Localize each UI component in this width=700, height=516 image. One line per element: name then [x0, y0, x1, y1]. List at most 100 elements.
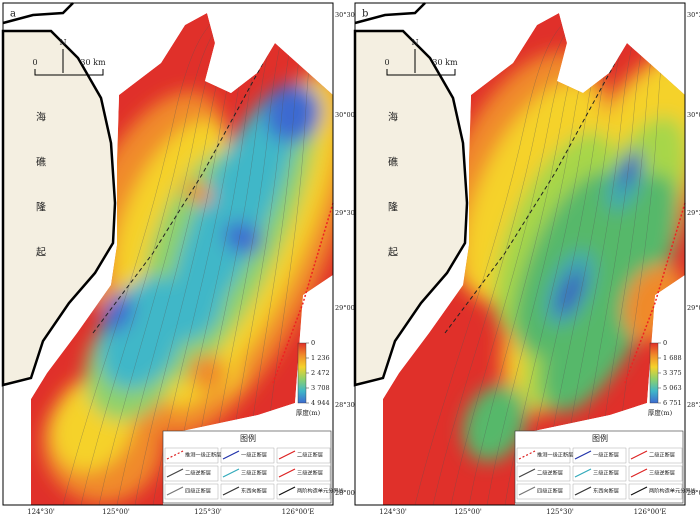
legend-symbol	[166, 468, 184, 478]
map-shading	[43, 69, 333, 503]
panel-label: b	[362, 9, 368, 20]
latitude-label: 29°00'	[335, 304, 357, 312]
colorbar-tick-label: 3 708	[311, 384, 330, 392]
legend-item: 四级正断层	[185, 487, 211, 495]
contour-line	[450, 13, 628, 505]
fault-line	[92, 62, 264, 334]
longitude-label: 125°30'	[194, 508, 222, 516]
thickness-zone	[541, 173, 679, 413]
legend-cell	[220, 483, 275, 500]
colorbar-title: 厚度(m)	[296, 408, 321, 417]
contour-line	[576, 13, 670, 505]
thickness-zone	[188, 354, 228, 392]
legend-symbol	[222, 468, 240, 478]
legend-item: 二级正断层	[297, 451, 323, 459]
colorbar-title: 厚度(m)	[648, 408, 673, 417]
legend-item: 两阶构造单元分界线	[297, 487, 344, 495]
contour-line	[540, 13, 658, 505]
legend-symbol	[574, 450, 592, 460]
legend-cell	[516, 465, 571, 482]
colorbar-tick-label: 0	[311, 339, 315, 347]
thickness-zone	[264, 83, 322, 143]
legend-cell	[628, 447, 683, 464]
region-label: 起	[36, 247, 46, 259]
contour-line	[432, 13, 622, 505]
north-arrow-label: N	[412, 38, 419, 47]
scale-label: 30 km	[80, 58, 106, 67]
thickness-zone	[102, 293, 134, 333]
legend-item: 二级正断层	[649, 451, 675, 459]
latitude-label: 28°00'	[335, 489, 357, 497]
legend-symbol	[278, 450, 296, 460]
latitude-label: 28°00'	[687, 489, 700, 497]
legend-symbol	[574, 468, 592, 478]
legend-cell	[572, 483, 627, 500]
legend-title: 图例	[592, 433, 608, 443]
longitude-label: 126°00'E	[282, 508, 315, 516]
legend-cell	[276, 447, 331, 464]
legend-cell	[572, 465, 627, 482]
contour-line	[206, 13, 312, 505]
thickness-zone	[183, 181, 213, 205]
scale-label: 0	[32, 58, 37, 67]
contour-line	[260, 13, 330, 505]
latitude-label: 29°00'	[687, 304, 700, 312]
contour-line	[558, 13, 664, 505]
colorbar-tick-label: 0	[663, 339, 667, 347]
legend-item: 一级正断层	[593, 451, 619, 459]
panel-frame	[354, 2, 686, 506]
colorbar-tick-label: 3 375	[663, 369, 682, 377]
north-arrow-label: N	[60, 38, 67, 47]
legend-symbol	[630, 468, 648, 478]
scale-label: 0	[384, 58, 389, 67]
thickness-map	[383, 13, 685, 505]
boundary-line	[624, 202, 686, 384]
panel-label: a	[10, 9, 16, 20]
scale-label: 30 km	[432, 58, 458, 67]
contour-line	[224, 13, 318, 505]
latitude-label: 30°30'N	[687, 11, 700, 19]
legend-cell	[164, 465, 219, 482]
thickness-zone	[556, 270, 584, 316]
legend-cell	[572, 447, 627, 464]
legend-box	[514, 430, 684, 504]
thickness-zone	[223, 221, 263, 255]
legend-item: 东西向断层	[593, 487, 619, 495]
legend-cell	[276, 465, 331, 482]
boundary-line	[272, 202, 334, 384]
latitude-label: 29°30'	[335, 209, 357, 217]
scale-bar	[34, 69, 104, 76]
contour-line	[414, 13, 616, 505]
thickness-zone	[462, 384, 528, 462]
colorbar-tick-label: 2 472	[311, 369, 330, 377]
region-label: 礁	[388, 156, 398, 169]
thickness-zone	[618, 149, 642, 187]
legend-item: 四级正断层	[537, 487, 563, 495]
legend-cell	[628, 465, 683, 482]
legend-symbol	[574, 486, 592, 496]
legend-item: 三级逆断层	[297, 469, 323, 477]
region-label: 隆	[36, 201, 46, 214]
legend-cell	[628, 483, 683, 500]
contour-line	[152, 13, 294, 505]
contour-line	[170, 13, 300, 505]
legend-item: 二级逆断层	[537, 469, 563, 477]
legend-item: 二级逆断层	[185, 469, 211, 477]
longitude-label: 125°30'	[546, 508, 574, 516]
legend-symbol	[166, 486, 184, 496]
contour-line	[62, 13, 264, 505]
legend-item: 三级正断层	[241, 469, 267, 477]
legend-item: 推测一级正断层	[185, 451, 221, 459]
legend-symbol	[222, 486, 240, 496]
land-area	[1, 29, 117, 387]
legend-cell	[164, 447, 219, 464]
legend-symbol	[630, 450, 648, 460]
latitude-label: 30°00'	[335, 111, 357, 119]
legend-cell	[516, 483, 571, 500]
longitude-label: 126°00'E	[634, 508, 667, 516]
coastline	[354, 2, 426, 25]
legend-cell	[164, 483, 219, 500]
